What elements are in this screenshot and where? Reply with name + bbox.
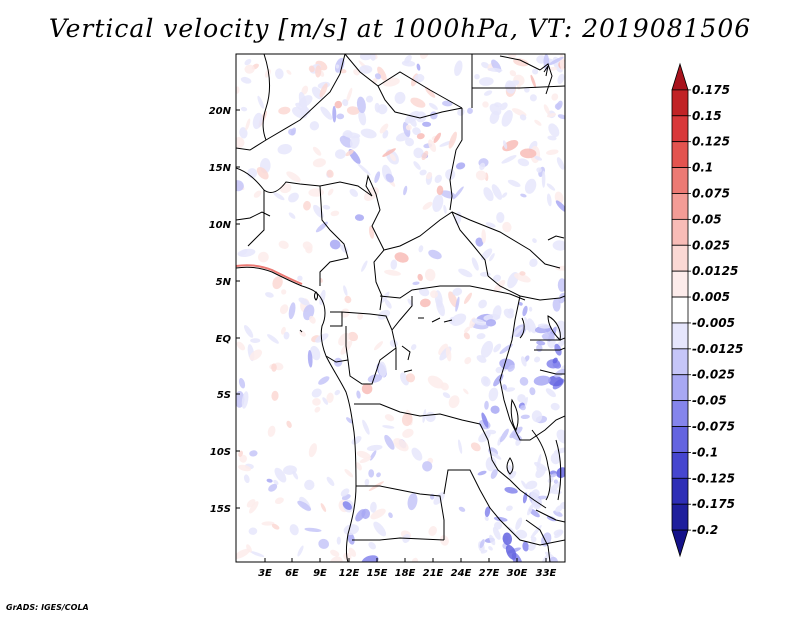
- chart-title: Vertical velocity [m/s] at 1000hPa, VT: …: [48, 14, 752, 43]
- lat-label-3: 5N: [216, 277, 232, 288]
- lon-label-4: 15E: [367, 568, 388, 579]
- lon-label-9: 30E: [507, 568, 528, 579]
- colorbar-swatch-12: [671, 374, 689, 402]
- colorbar-swatch-2: [671, 115, 689, 143]
- lon-label-1: 6E: [285, 568, 299, 579]
- colorbar-swatch-13: [671, 400, 689, 427]
- lat-label-6: 10S: [210, 447, 231, 458]
- colorbar-swatch-0: [671, 62, 689, 91]
- colorbar-label-9: -0.005: [692, 316, 735, 330]
- colorbar-label-8: 0.005: [692, 290, 730, 304]
- colorbar-swatch-10: [671, 322, 689, 350]
- colorbar-label-3: 0.1: [692, 161, 713, 175]
- colorbar-label-1: 0.15: [692, 109, 722, 123]
- latitude-labels: 20N 15N 10N 5N EQ 5S 10S 15S: [209, 106, 240, 515]
- lon-label-2: 9E: [313, 568, 327, 579]
- lat-label-0: 20N: [209, 106, 232, 117]
- grads-credit: GrADS: IGES/COLA: [6, 603, 89, 612]
- lat-label-2: 10N: [209, 220, 232, 231]
- colorbar-label-17: -0.2: [692, 523, 718, 537]
- colorbar-swatch-17: [671, 503, 689, 531]
- colorbar-swatch-11: [671, 348, 689, 376]
- colorbar-label-0: 0.175: [692, 83, 730, 97]
- colorbar-label-14: -0.1: [692, 445, 718, 459]
- lat-label-7: 15S: [210, 504, 231, 515]
- colorbar-label-11: -0.025: [692, 368, 735, 382]
- colorbar-label-2: 0.125: [692, 135, 730, 149]
- colorbar-swatch-6: [671, 218, 689, 246]
- colorbar-swatch-7: [671, 244, 689, 272]
- colorbar-label-12: -0.05: [692, 394, 727, 408]
- colorbar-swatch-8: [671, 270, 689, 298]
- lat-label-1: 15N: [209, 163, 232, 174]
- colorbar-swatch-1: [671, 89, 689, 117]
- colorbar-swatch-4: [671, 167, 689, 194]
- colorbar-swatch-14: [671, 426, 689, 453]
- country-borders: [236, 54, 565, 562]
- colorbar-label-6: 0.025: [692, 238, 730, 252]
- colorbar-label-13: -0.075: [692, 420, 735, 434]
- map-frame: [235, 53, 566, 563]
- colorbar-swatch-9: [671, 296, 689, 324]
- lat-label-5: 5S: [217, 390, 231, 401]
- colorbar-swatch-16: [671, 477, 689, 505]
- colorbar-label-15: -0.125: [692, 471, 735, 485]
- colorbar-swatch-3: [671, 141, 689, 168]
- colorbar-swatch-18: [671, 529, 689, 558]
- lon-label-0: 3E: [258, 568, 272, 579]
- lon-label-5: 18E: [395, 568, 416, 579]
- lon-label-8: 27E: [479, 568, 500, 579]
- longitude-labels: 3E 6E 9E 12E 15E 18E 21E 24E 27E 30E 33E: [258, 558, 557, 579]
- colorbar-swatch-5: [671, 193, 689, 220]
- lon-label-6: 21E: [423, 568, 444, 579]
- lon-label-10: 33E: [536, 568, 557, 579]
- colorbar: 0.175 0.15 0.125 0.1 0.075 0.05 0.025 0.0125 0.0…: [671, 62, 743, 558]
- lat-label-4: EQ: [216, 334, 232, 345]
- lon-label-3: 12E: [339, 568, 360, 579]
- colorbar-swatch-15: [671, 452, 689, 479]
- colorbar-label-7: 0.0125: [692, 264, 738, 278]
- lon-label-7: 24E: [451, 568, 472, 579]
- colorbar-label-5: 0.05: [692, 212, 722, 226]
- colorbar-label-4: 0.075: [692, 186, 730, 200]
- colorbar-label-10: -0.0125: [692, 342, 743, 356]
- colorbar-label-16: -0.175: [692, 497, 735, 511]
